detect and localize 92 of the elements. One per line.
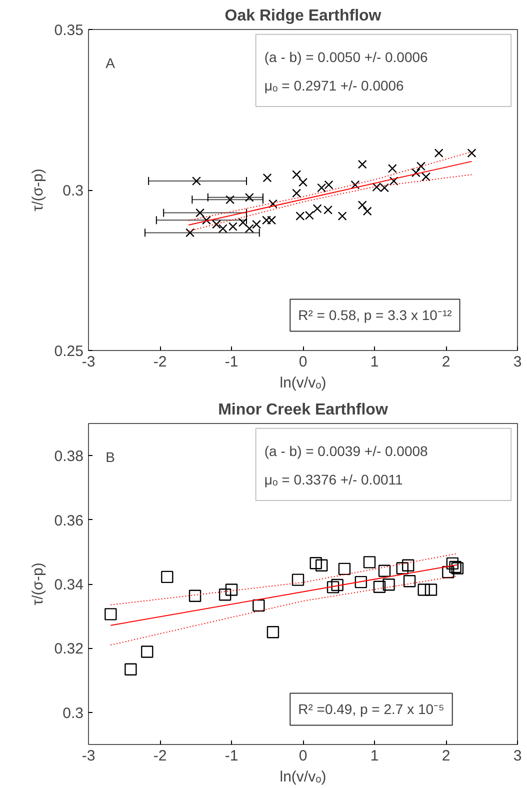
point [424,584,438,596]
annotation: B [106,449,116,466]
point [467,148,476,158]
annotation: R² = 0.58, p = 3.3 x 10⁻¹² [298,307,452,324]
point [298,178,308,187]
point [389,176,398,186]
point [449,560,462,574]
x-tick-label: -3 [82,354,96,370]
y-tick-label: 0.3 [62,182,84,200]
y-tick-label: 0.35 [54,22,84,39]
point [292,188,302,198]
point [378,564,391,577]
x-tick-label: 3 [513,748,522,764]
point [124,663,137,676]
point [226,195,235,204]
point [188,590,202,602]
point [161,570,174,584]
point [338,562,351,576]
x-tick-label: 0 [298,354,308,370]
point [403,575,416,588]
x-tick-label: 1 [370,748,379,764]
point [292,170,302,180]
point [324,205,333,214]
point [396,562,408,574]
x-tick-label: -2 [153,354,167,370]
point [244,224,254,234]
annotation: (a - b) = 0.0039 +/- 0.0008 [264,442,428,459]
y-axis-title: τ/(σ-p) [29,168,46,212]
y-axis-title: τ/(σ-p) [29,562,46,606]
x-axis-title: ln(v/vₒ) [280,768,326,786]
point [363,556,376,568]
point [442,566,454,578]
point [292,574,304,586]
point [225,584,238,596]
x-axis-title: ln(v/vₒ) [280,374,326,392]
point [358,200,367,210]
point [411,168,420,178]
point [186,228,195,238]
point [141,646,154,658]
x-tick-label: 2 [442,354,450,370]
annotation: R² =0.49, p = 2.7 x 10⁻⁵ [298,701,444,718]
point [252,599,265,612]
point [310,557,322,570]
y-tick-label: 0.3 [62,704,84,722]
x-tick-label: -1 [224,748,238,764]
point [104,608,117,620]
point [421,172,430,182]
y-tick-label: 0.38 [54,448,84,466]
point [446,557,459,570]
point [350,180,360,190]
annotation: μₒ = 0.2971 +/- 0.0006 [264,78,404,94]
point [382,578,395,591]
y-tick-label: 0.32 [54,640,84,658]
point [262,173,272,182]
point [358,160,367,169]
point [212,220,221,229]
y-tick-label: 0.36 [54,512,84,530]
point [451,562,464,574]
annotation: μₒ = 0.3376 +/- 0.0011 [264,472,404,488]
point [388,164,397,173]
point [315,559,328,572]
x-tick-label: 1 [370,354,379,370]
point [218,588,232,601]
point [331,578,344,592]
point [418,584,430,596]
x-tick-label: -2 [153,748,167,764]
y-tick-label: 0.34 [54,576,84,594]
chart-title: Minor Creek Earthflow [218,402,388,418]
point [373,580,386,593]
point [338,212,347,220]
annotation: (a - b) = 0.0050 +/- 0.0006 [264,48,428,65]
annotation: A [106,55,116,72]
point [362,206,372,216]
point [266,626,280,638]
point [192,176,201,186]
x-tick-label: -1 [224,354,238,370]
point [312,204,322,214]
point [434,148,444,158]
point [326,581,340,594]
chart-title: Oak Ridge Earthflow [224,8,382,24]
y-tick-label: 0.25 [54,343,84,360]
point [402,559,414,572]
x-tick-label: 0 [298,748,308,764]
x-tick-label: -3 [82,748,96,764]
point [196,208,205,218]
point [202,216,211,225]
point [268,199,278,208]
point [244,192,254,202]
x-tick-label: 2 [442,748,450,764]
point [416,162,426,171]
point [354,576,368,588]
x-tick-label: 3 [513,354,522,370]
